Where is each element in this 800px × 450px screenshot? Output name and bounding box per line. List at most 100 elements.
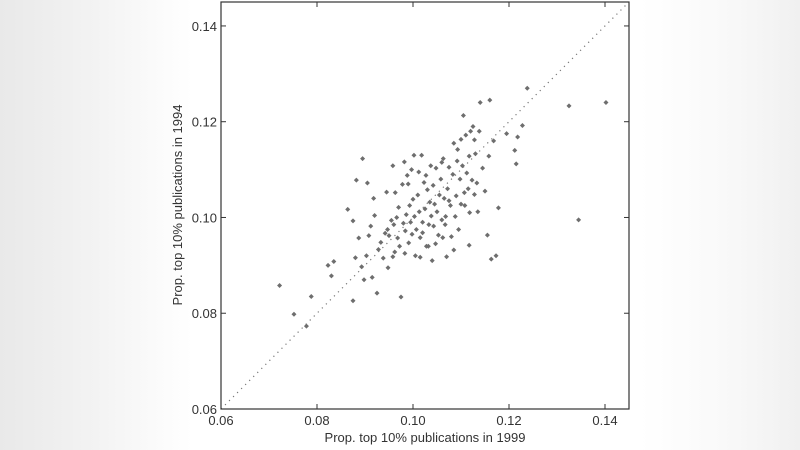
data-point <box>512 147 518 153</box>
data-point <box>411 214 417 220</box>
data-point <box>476 128 482 134</box>
data-point <box>277 282 283 288</box>
data-point <box>447 203 453 208</box>
data-point <box>392 190 398 196</box>
data-point <box>424 187 430 193</box>
data-point <box>434 209 440 215</box>
data-point <box>331 259 337 265</box>
data-point <box>394 214 400 220</box>
data-point <box>325 262 331 268</box>
y-tick-label: 0.06 <box>192 402 217 417</box>
data-point <box>353 177 359 183</box>
data-point <box>432 201 438 207</box>
data-point <box>431 223 437 229</box>
y-tick-label: 0.10 <box>192 210 217 225</box>
data-point <box>465 186 471 192</box>
data-point <box>487 97 493 103</box>
data-point <box>482 188 488 194</box>
data-point <box>466 153 472 159</box>
data-point <box>417 254 423 260</box>
data-point <box>446 164 452 170</box>
data-point <box>495 205 501 211</box>
data-point <box>471 191 477 197</box>
data-point <box>457 176 463 182</box>
data-point <box>409 167 415 173</box>
data-point <box>475 209 481 215</box>
y-axis-title: Prop. top 10% publications in 1994 <box>170 105 185 306</box>
data-point <box>397 243 403 249</box>
data-point <box>398 294 404 300</box>
data-point <box>390 254 396 260</box>
data-point <box>385 226 391 232</box>
data-point <box>303 323 309 329</box>
data-point <box>416 169 422 175</box>
data-point <box>375 247 381 253</box>
x-tick-label: 0.14 <box>592 413 617 428</box>
data-point <box>436 192 442 198</box>
data-point <box>467 210 473 216</box>
data-point <box>466 242 472 248</box>
data-point <box>395 235 401 241</box>
data-point <box>384 189 390 195</box>
data-point <box>374 290 380 296</box>
data-point <box>460 112 466 118</box>
data-point <box>445 186 451 192</box>
data-point <box>361 277 367 283</box>
data-point <box>450 171 456 177</box>
data-point <box>416 209 422 215</box>
y-tick-label: 0.08 <box>192 306 217 321</box>
data-point <box>382 230 388 236</box>
data-point <box>470 123 476 129</box>
data-point <box>576 217 582 223</box>
data-point <box>356 235 362 241</box>
data-point <box>415 192 421 198</box>
data-point <box>504 131 510 137</box>
data-point <box>413 226 419 232</box>
x-tick-label: 0.12 <box>496 413 521 428</box>
data-point <box>385 265 391 271</box>
data-point <box>428 213 434 219</box>
data-point <box>410 196 416 202</box>
data-point <box>458 201 464 207</box>
data-point <box>396 204 402 210</box>
data-point <box>444 254 450 260</box>
data-point <box>388 217 394 223</box>
data-point <box>519 123 525 129</box>
data-point <box>412 253 418 259</box>
data-point <box>345 206 351 212</box>
x-axis-title: Prop. top 10% publications in 1999 <box>325 430 526 445</box>
data-point <box>420 230 426 236</box>
data-point <box>308 293 314 299</box>
data-point <box>350 218 356 224</box>
y-tick-label: 0.14 <box>192 19 217 34</box>
data-point <box>491 138 497 144</box>
data-point <box>451 247 457 253</box>
data-point <box>419 152 425 158</box>
data-point <box>463 132 469 138</box>
data-point <box>409 231 415 237</box>
data-point <box>359 264 365 270</box>
data-point <box>403 212 409 218</box>
plot-area <box>221 2 629 409</box>
data-point <box>433 241 439 247</box>
data-point <box>461 190 467 196</box>
data-point <box>459 163 465 169</box>
x-tick-label: 0.06 <box>208 413 233 428</box>
data-point <box>488 256 494 262</box>
data-point <box>402 228 408 234</box>
data-point <box>408 219 414 225</box>
data-point <box>471 137 477 143</box>
data-point <box>439 217 445 223</box>
data-point <box>380 255 386 261</box>
data-point <box>513 161 519 167</box>
data-point <box>390 163 396 169</box>
data-point <box>363 253 369 259</box>
data-point <box>453 193 459 199</box>
data-point <box>402 250 408 256</box>
data-point <box>438 176 444 182</box>
data-point <box>350 298 356 304</box>
data-point <box>515 134 521 140</box>
data-point <box>464 170 470 176</box>
data-point <box>524 85 530 91</box>
data-point <box>477 100 483 106</box>
